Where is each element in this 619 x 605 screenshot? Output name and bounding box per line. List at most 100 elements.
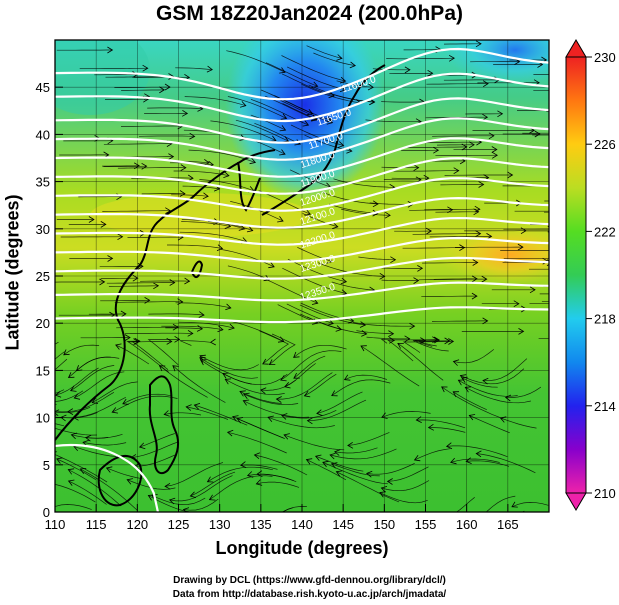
streamline-arrowhead — [24, 381, 29, 387]
streamline-arrowhead — [464, 386, 472, 393]
streamline — [315, 455, 364, 472]
streamline — [134, 454, 177, 467]
streamline-arrowhead — [182, 109, 189, 117]
streamline-arrowhead — [475, 230, 482, 237]
streamline — [172, 365, 226, 403]
contour-line — [55, 137, 549, 178]
streamline — [100, 299, 150, 302]
streamline-arrowhead — [23, 411, 29, 417]
streamline — [226, 50, 286, 73]
streamline — [416, 419, 466, 429]
streamline-arrowhead — [70, 432, 78, 440]
streamline — [435, 154, 498, 157]
streamline — [347, 432, 390, 446]
streamline — [322, 461, 388, 485]
streamline — [184, 96, 246, 107]
streamline — [341, 208, 391, 216]
streamline — [313, 52, 356, 66]
cold-region-northwest — [55, 40, 150, 115]
streamline — [256, 481, 300, 488]
streamline — [360, 345, 420, 387]
streamline — [190, 471, 236, 497]
streamline — [257, 473, 294, 481]
streamline-arrowhead — [73, 393, 81, 400]
streamline-arrowhead — [55, 409, 60, 417]
streamline-arrowhead — [164, 482, 171, 490]
streamline-arrowhead — [55, 391, 62, 398]
streamline — [71, 434, 109, 439]
streamline-arrowhead — [168, 497, 176, 505]
streamline — [207, 221, 245, 230]
streamline-arrowhead — [468, 414, 476, 421]
streamline-arrowhead — [529, 286, 536, 294]
streamline — [210, 120, 277, 141]
streamline-arrowhead — [253, 452, 261, 460]
streamline-arrowhead — [63, 349, 70, 356]
streamline-arrowhead — [491, 146, 498, 153]
streamline — [239, 391, 282, 404]
streamline — [283, 434, 345, 451]
streamline-arrowhead — [277, 336, 285, 343]
streamline — [194, 404, 248, 426]
streamline-arrowhead — [111, 407, 119, 414]
x-tick-label: 150 — [373, 517, 395, 532]
streamline — [387, 466, 429, 482]
streamline — [418, 278, 487, 281]
colorbar-tick-label: 230 — [594, 50, 616, 65]
streamline — [227, 96, 287, 119]
streamline-arrowhead — [311, 114, 318, 121]
streamline-arrowhead — [243, 392, 250, 399]
streamline-arrowhead — [142, 64, 149, 72]
streamline-arrowhead — [306, 108, 314, 116]
streamline-arrowhead — [209, 338, 216, 346]
streamline — [426, 83, 489, 85]
streamline-arrowhead — [277, 216, 284, 223]
streamline-arrowhead — [36, 399, 42, 405]
streamline-arrowhead — [332, 222, 339, 229]
streamline — [227, 431, 287, 454]
streamline — [83, 441, 127, 446]
streamline — [164, 412, 202, 416]
streamline-arrowhead — [279, 149, 286, 156]
streamline — [231, 321, 284, 342]
streamline — [165, 462, 224, 487]
streamline — [476, 453, 536, 474]
streamline — [330, 448, 397, 460]
streamline-arrowhead — [256, 470, 263, 478]
streamline — [344, 374, 388, 381]
streamline-arrowhead — [172, 365, 179, 372]
streamline — [56, 458, 97, 480]
streamline-arrowhead — [482, 317, 489, 325]
streamline — [70, 365, 115, 391]
streamline-arrowhead — [122, 398, 129, 405]
streamline — [139, 433, 175, 448]
streamline — [446, 445, 508, 458]
streamline — [116, 326, 178, 329]
streamline — [265, 62, 318, 87]
streamline-arrowhead — [174, 335, 181, 343]
x-tick-label: 125 — [168, 517, 190, 532]
streamline — [103, 143, 172, 145]
streamline — [159, 365, 208, 398]
streamline-arrowhead — [360, 345, 367, 352]
streamline — [431, 320, 488, 322]
streamline-arrowhead — [497, 110, 504, 118]
streamline-arrowhead — [517, 243, 524, 251]
coastline-korea — [237, 161, 261, 212]
streamline-arrowhead — [328, 91, 335, 99]
streamline — [511, 502, 549, 508]
contour-line — [55, 444, 159, 512]
streamline-arrowhead — [369, 98, 376, 106]
streamline-arrowhead — [331, 390, 338, 397]
streamline-arrowhead — [596, 72, 601, 78]
streamline — [306, 459, 347, 481]
streamline — [121, 89, 165, 91]
streamline-arrowhead — [386, 478, 393, 485]
streamline — [148, 313, 205, 316]
streamline-arrowhead — [48, 425, 54, 431]
streamline-arrowhead — [482, 80, 489, 88]
streamline — [414, 339, 440, 347]
streamline-arrowhead — [417, 265, 424, 272]
streamline-arrowhead — [316, 409, 323, 416]
streamline — [461, 377, 498, 388]
